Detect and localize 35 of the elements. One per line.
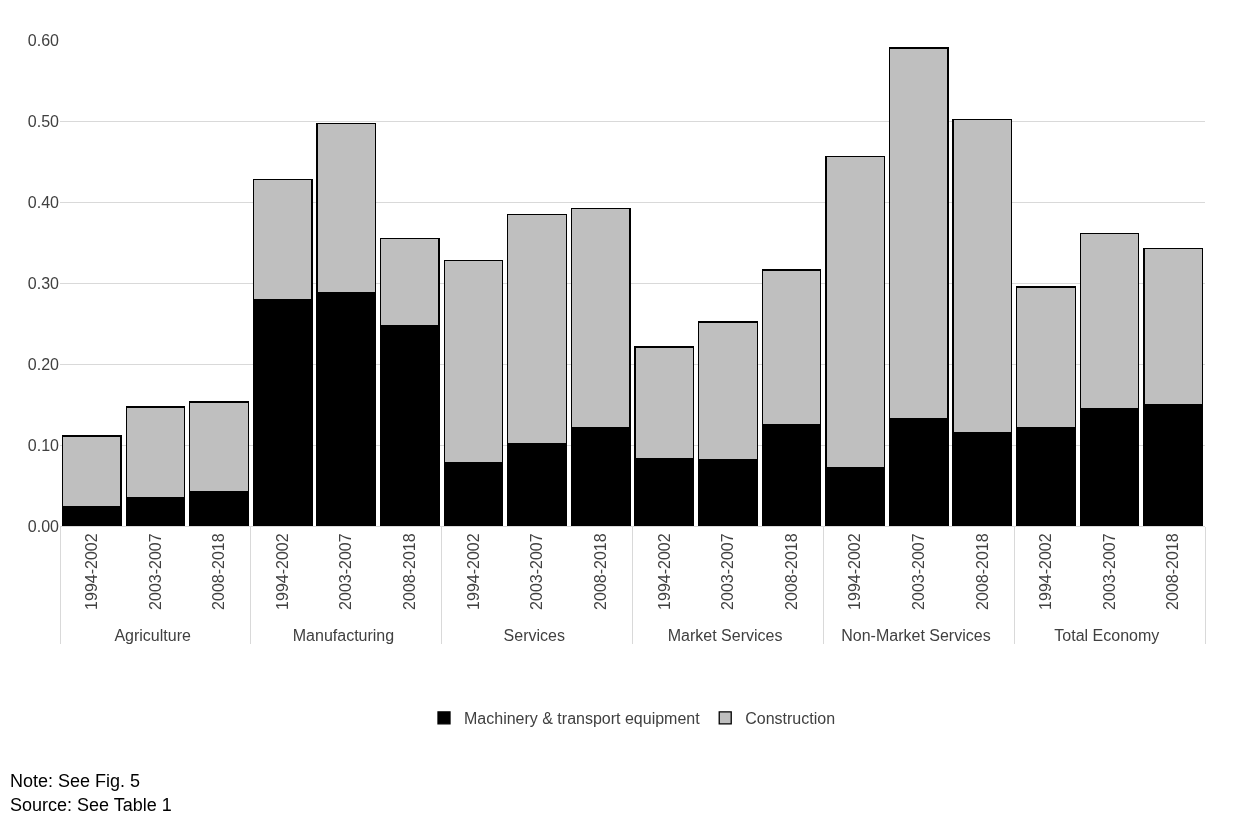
x-tick-label: 2008-2018 bbox=[782, 533, 800, 610]
x-tick-label: 1994-2002 bbox=[273, 533, 291, 610]
x-tick-label: 2003-2007 bbox=[909, 533, 927, 610]
text: Market Services bbox=[667, 626, 783, 644]
x-tick-label: 1994-2002 bbox=[83, 533, 101, 610]
text: Total Economy bbox=[1054, 626, 1160, 644]
y-tick-label: 0.50 bbox=[27, 112, 60, 130]
x-tick-label: 2008-2018 bbox=[1164, 533, 1182, 610]
text: Manufacturing bbox=[292, 626, 395, 644]
y-tick-label: 0.20 bbox=[27, 355, 60, 373]
x-tick-label: 2008-2018 bbox=[973, 533, 991, 610]
text: Services bbox=[503, 626, 565, 644]
y-tick-label: 0.10 bbox=[27, 436, 60, 454]
y-tick-label: 0.60 bbox=[27, 31, 60, 49]
text: Agriculture bbox=[114, 626, 191, 644]
x-tick-label: 2003-2007 bbox=[719, 533, 737, 610]
y-tick-label: 0.40 bbox=[27, 193, 60, 211]
x-tick-label: 1994-2002 bbox=[655, 533, 673, 610]
x-tick-label: 1994-2002 bbox=[1037, 533, 1055, 610]
x-tick-label: 2008-2018 bbox=[401, 533, 419, 610]
text: Note: See Fig. 5 bbox=[10, 771, 141, 791]
x-tick-label: 2008-2018 bbox=[210, 533, 228, 610]
x-tick-label: 2003-2007 bbox=[528, 533, 546, 610]
x-tick-label: 2003-2007 bbox=[146, 533, 164, 610]
x-tick-label: 1994-2002 bbox=[846, 533, 864, 610]
text: Non-Market Services bbox=[841, 626, 991, 644]
x-tick-label: 2003-2007 bbox=[337, 533, 355, 610]
y-tick-label: 0.00 bbox=[27, 517, 60, 535]
source-note: Source: See Table 1 bbox=[10, 795, 172, 815]
x-tick-label: 2003-2007 bbox=[1100, 533, 1118, 610]
legend-label: Construction bbox=[745, 710, 836, 728]
x-tick-label: 2008-2018 bbox=[591, 533, 609, 610]
legend-label: Machinery & transport equipment bbox=[464, 710, 701, 728]
y-tick-label: 0.30 bbox=[27, 274, 60, 292]
x-tick-label: 1994-2002 bbox=[464, 533, 482, 610]
